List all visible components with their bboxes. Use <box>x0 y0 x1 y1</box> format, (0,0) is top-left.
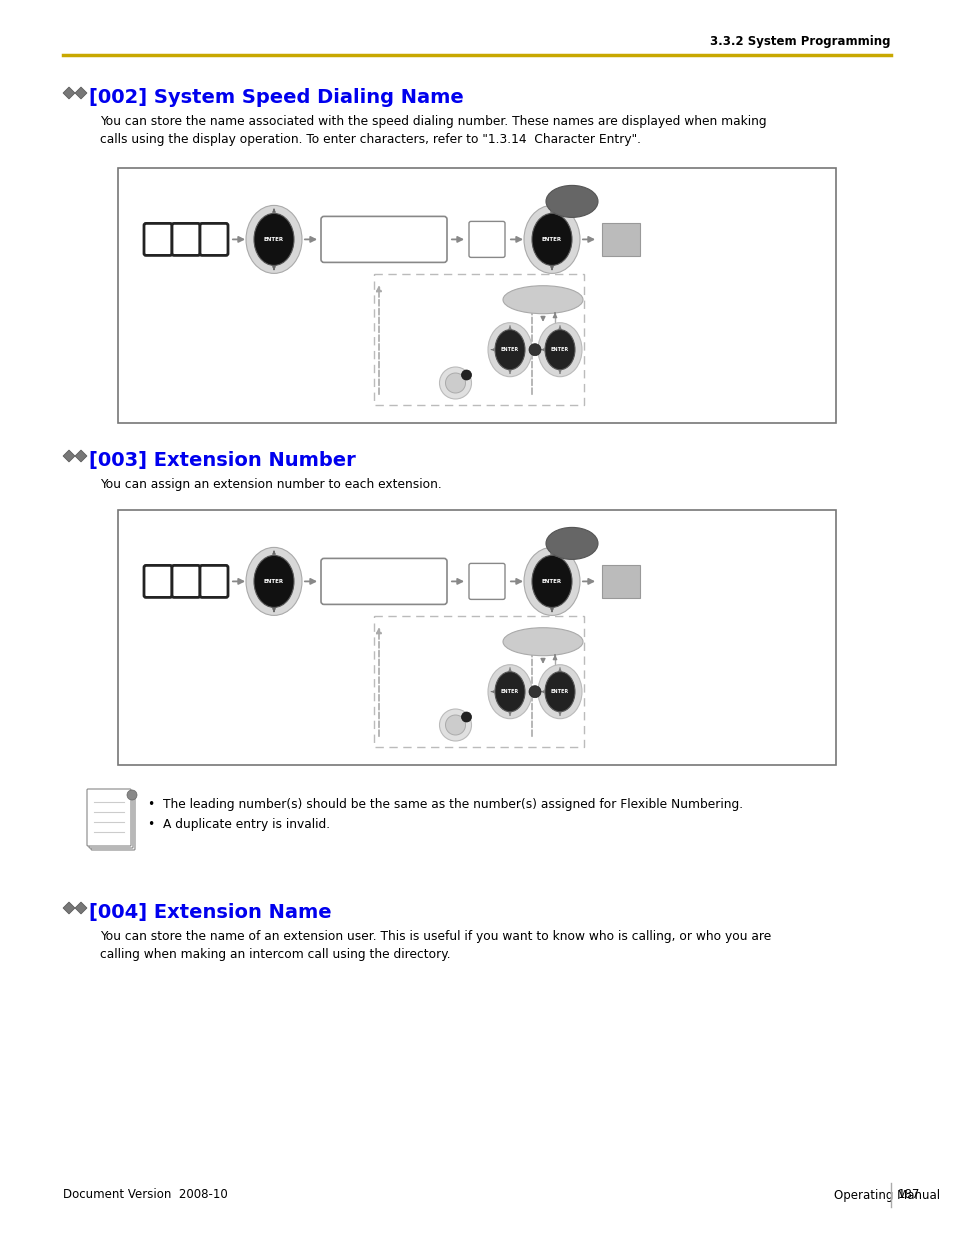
Text: ENTER: ENTER <box>541 237 561 242</box>
FancyBboxPatch shape <box>200 566 228 598</box>
Text: Document Version  2008-10: Document Version 2008-10 <box>63 1188 228 1202</box>
FancyBboxPatch shape <box>87 789 131 846</box>
Circle shape <box>461 713 471 722</box>
Text: 187: 187 <box>897 1188 920 1202</box>
Ellipse shape <box>523 547 579 615</box>
Text: •  The leading number(s) should be the same as the number(s) assigned for Flexib: • The leading number(s) should be the sa… <box>148 798 742 811</box>
FancyBboxPatch shape <box>91 793 135 850</box>
FancyBboxPatch shape <box>469 563 504 599</box>
Ellipse shape <box>246 205 302 273</box>
Text: 3.3.2 System Programming: 3.3.2 System Programming <box>710 35 890 48</box>
Text: You can assign an extension number to each extension.: You can assign an extension number to ea… <box>100 478 441 492</box>
Ellipse shape <box>495 330 524 369</box>
Bar <box>374 274 583 405</box>
FancyBboxPatch shape <box>89 790 132 848</box>
Circle shape <box>439 367 471 399</box>
Bar <box>118 510 835 764</box>
FancyBboxPatch shape <box>172 224 200 256</box>
Ellipse shape <box>502 627 582 656</box>
Text: [003] Extension Number: [003] Extension Number <box>89 451 355 471</box>
Text: ENTER: ENTER <box>264 579 284 584</box>
Ellipse shape <box>253 556 294 608</box>
Text: ENTER: ENTER <box>264 237 284 242</box>
Ellipse shape <box>246 547 302 615</box>
Circle shape <box>127 790 137 800</box>
Polygon shape <box>63 86 75 99</box>
Text: ENTER: ENTER <box>541 579 561 584</box>
Text: ENTER: ENTER <box>500 689 518 694</box>
FancyBboxPatch shape <box>200 224 228 256</box>
Ellipse shape <box>545 185 598 217</box>
Polygon shape <box>75 450 87 462</box>
FancyBboxPatch shape <box>320 216 447 262</box>
Polygon shape <box>63 450 75 462</box>
Bar <box>118 168 835 424</box>
Ellipse shape <box>537 664 581 719</box>
Circle shape <box>529 685 540 698</box>
Text: ENTER: ENTER <box>500 347 518 352</box>
Text: •  A duplicate entry is invalid.: • A duplicate entry is invalid. <box>148 818 330 831</box>
Bar <box>374 616 583 747</box>
Bar <box>601 224 639 257</box>
Text: Operating Manual: Operating Manual <box>833 1188 939 1202</box>
Ellipse shape <box>495 672 524 711</box>
Ellipse shape <box>502 285 582 314</box>
Ellipse shape <box>537 322 581 377</box>
FancyBboxPatch shape <box>144 566 172 598</box>
Ellipse shape <box>544 330 575 369</box>
Ellipse shape <box>488 322 532 377</box>
FancyBboxPatch shape <box>469 221 504 257</box>
Text: ENTER: ENTER <box>551 689 569 694</box>
Ellipse shape <box>532 214 572 266</box>
Bar <box>601 566 639 599</box>
Ellipse shape <box>253 214 294 266</box>
Text: [004] Extension Name: [004] Extension Name <box>89 903 332 923</box>
Polygon shape <box>75 902 87 914</box>
Polygon shape <box>75 86 87 99</box>
Ellipse shape <box>488 664 532 719</box>
Text: You can store the name of an extension user. This is useful if you want to know : You can store the name of an extension u… <box>100 930 770 961</box>
Text: You can store the name associated with the speed dialing number. These names are: You can store the name associated with t… <box>100 115 766 146</box>
Text: ENTER: ENTER <box>551 347 569 352</box>
Ellipse shape <box>532 556 572 608</box>
FancyBboxPatch shape <box>144 224 172 256</box>
Ellipse shape <box>523 205 579 273</box>
Circle shape <box>445 373 465 393</box>
Circle shape <box>439 709 471 741</box>
Polygon shape <box>63 902 75 914</box>
Circle shape <box>445 715 465 735</box>
Ellipse shape <box>545 527 598 559</box>
Circle shape <box>461 370 471 380</box>
Text: [002] System Speed Dialing Name: [002] System Speed Dialing Name <box>89 88 463 107</box>
FancyBboxPatch shape <box>320 558 447 604</box>
FancyBboxPatch shape <box>172 566 200 598</box>
Circle shape <box>529 343 540 356</box>
Ellipse shape <box>544 672 575 711</box>
